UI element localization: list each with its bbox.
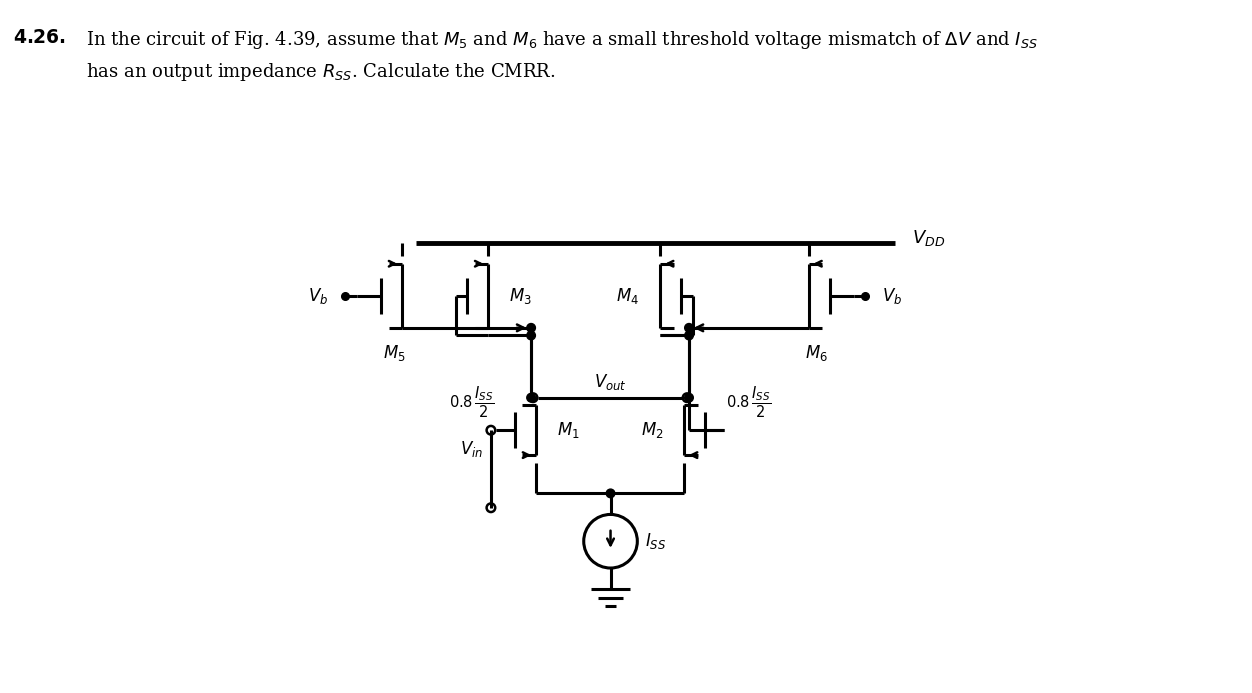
Text: has an output impedance $R_{SS}$. Calculate the CMRR.: has an output impedance $R_{SS}$. Calcul… [86, 61, 556, 83]
Circle shape [685, 324, 694, 332]
Text: $M_4$: $M_4$ [616, 286, 640, 306]
Text: $V_{out}$: $V_{out}$ [595, 372, 627, 392]
Text: $V_b$: $V_b$ [308, 286, 328, 306]
Text: $V_{in}$: $V_{in}$ [459, 439, 483, 459]
Text: $\mathbf{4.26.}$: $\mathbf{4.26.}$ [14, 29, 66, 47]
Circle shape [606, 489, 615, 498]
Text: $0.8\,\dfrac{I_{SS}}{2}$: $0.8\,\dfrac{I_{SS}}{2}$ [726, 385, 771, 420]
Text: $I_{SS}$: $I_{SS}$ [645, 532, 666, 551]
Text: $M_5$: $M_5$ [383, 343, 406, 362]
Circle shape [685, 331, 694, 340]
Text: $M_3$: $M_3$ [510, 286, 532, 306]
Text: $V_b$: $V_b$ [883, 286, 903, 306]
Circle shape [527, 331, 536, 340]
Text: $0.8\,\dfrac{I_{SS}}{2}$: $0.8\,\dfrac{I_{SS}}{2}$ [449, 385, 495, 420]
Text: $M_1$: $M_1$ [557, 420, 580, 440]
Text: $M_6$: $M_6$ [805, 343, 828, 362]
Text: $M_2$: $M_2$ [641, 420, 664, 440]
Circle shape [685, 394, 694, 402]
Circle shape [527, 394, 536, 402]
Text: $V_{DD}$: $V_{DD}$ [911, 228, 945, 248]
Circle shape [527, 324, 536, 332]
Text: In the circuit of Fig. 4.39, assume that $M_5$ and $M_6$ have a small threshold : In the circuit of Fig. 4.39, assume that… [86, 29, 1038, 51]
